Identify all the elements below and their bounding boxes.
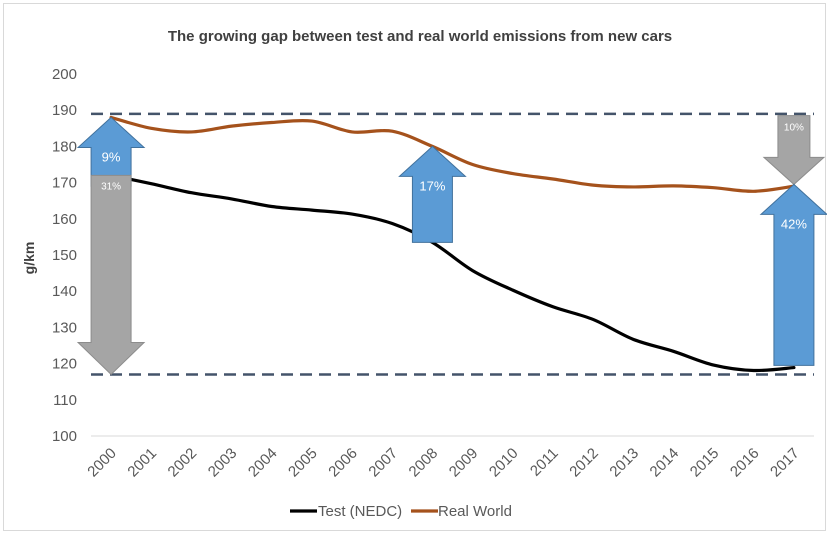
x-tick-label: 2006 <box>325 445 361 481</box>
x-tick-label: 2004 <box>245 445 281 481</box>
y-tick-label: 100 <box>52 428 77 445</box>
legend: Test (NEDC) Real World <box>290 503 512 520</box>
grey-arrow-10-pct <box>762 115 826 186</box>
x-tick-label: 2008 <box>406 445 442 481</box>
y-tick-label: 190 <box>52 102 77 119</box>
x-tick-label: 2011 <box>527 445 562 480</box>
x-tick-label: 2001 <box>124 445 160 481</box>
x-tick-label: 2016 <box>727 445 763 481</box>
y-tick-label: 170 <box>52 175 77 192</box>
x-tick-label: 2003 <box>205 445 241 481</box>
y-axis-label: g/km <box>21 242 37 275</box>
grey-arrow-31-pct <box>76 174 146 376</box>
arrow-label: 17% <box>419 178 445 193</box>
y-axis-ticks: 100 110 120 130 140 150 160 170 180 190 200 <box>52 66 77 445</box>
series-lines <box>109 115 796 373</box>
x-tick-label: 2002 <box>165 445 201 481</box>
series-line-real-world <box>109 115 796 193</box>
x-tick-label: 2009 <box>446 445 482 481</box>
chart-svg: The growing gap between test and real wo… <box>21 28 827 520</box>
x-tick-label: 2007 <box>365 445 401 481</box>
y-tick-label: 200 <box>52 66 77 83</box>
legend-label: Real World <box>438 503 512 520</box>
blue-arrow-42-pct <box>759 183 827 366</box>
arrow-label: 10% <box>784 123 804 134</box>
x-tick-label: 2013 <box>606 445 642 481</box>
y-tick-label: 110 <box>53 392 77 409</box>
x-tick-label: 2000 <box>84 445 120 481</box>
y-tick-label: 150 <box>52 247 77 264</box>
x-tick-label: 2005 <box>285 445 321 481</box>
x-axis-ticks: 2000 2001 2002 2003 2004 2005 2006 2007 2008 2009… <box>84 445 802 481</box>
chart-title: The growing gap between test and real wo… <box>168 28 672 45</box>
x-tick-label: 2014 <box>647 445 683 481</box>
y-tick-label: 130 <box>52 319 77 336</box>
x-tick-label: 2017 <box>767 445 803 481</box>
chart-frame: The growing gap between test and real wo… <box>3 3 827 531</box>
arrow-label: 31% <box>101 181 121 192</box>
series-line-test-nedc <box>109 173 796 373</box>
arrow-label: 42% <box>781 216 807 231</box>
reference-lines <box>91 112 814 376</box>
y-tick-label: 160 <box>52 211 77 228</box>
x-tick-label: 2010 <box>486 445 522 481</box>
legend-label: Test (NEDC) <box>318 503 402 520</box>
x-tick-label: 2012 <box>566 445 602 481</box>
blue-arrow-17-pct <box>398 145 467 243</box>
arrow-label: 9% <box>102 149 121 164</box>
y-tick-label: 180 <box>52 138 77 155</box>
y-tick-label: 140 <box>52 283 77 300</box>
annotation-arrows: 9% 31% 17% 10% 42% <box>76 115 827 376</box>
y-tick-label: 120 <box>52 356 77 373</box>
x-tick-label: 2015 <box>687 445 723 481</box>
